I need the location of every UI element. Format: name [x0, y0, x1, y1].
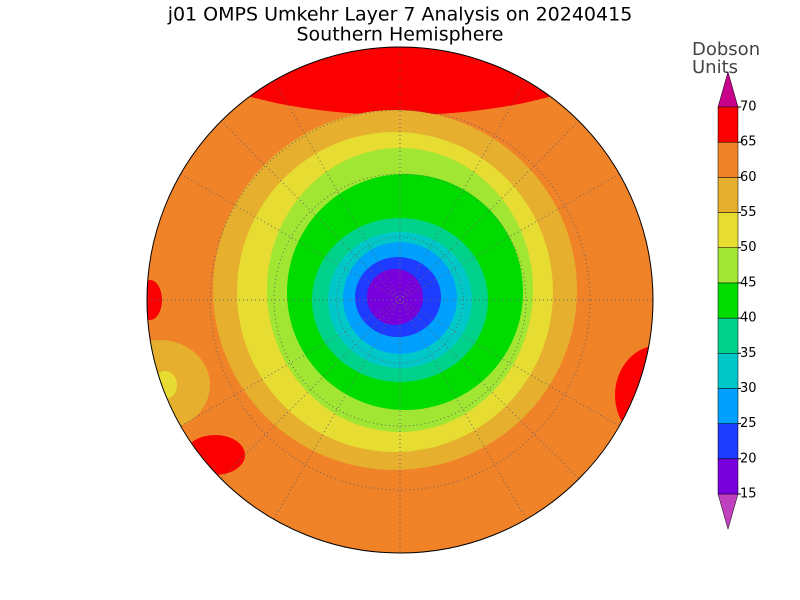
colorbar-box [717, 177, 739, 213]
contour-band [147, 280, 162, 320]
colorbar-box [717, 423, 739, 460]
colorbar-box [717, 212, 739, 248]
subtitle: Southern Hemisphere [296, 24, 503, 46]
colorbar-label: Dobson [692, 39, 760, 60]
colorbar-tick-label: 30 [740, 381, 757, 396]
colorbar-box [717, 141, 739, 178]
graticule [147, 47, 653, 553]
colorbar-box [717, 388, 739, 424]
contour-band [615, 345, 653, 445]
colorbar-tick-label: 65 [740, 135, 757, 150]
colorbar-tick-label: 60 [740, 170, 757, 185]
contour-band [185, 435, 245, 475]
colorbar-box [717, 458, 739, 495]
colorbar-box [717, 317, 739, 354]
colorbar-label: Units [692, 57, 738, 78]
contour-band [367, 269, 423, 325]
colorbar-tick-label: 50 [740, 240, 757, 255]
colorbar-tick-label: 35 [740, 346, 757, 361]
colorbar: Dobson Units 15 20 25 30 35 40 45 50 55 60 65 70 [692, 39, 760, 531]
colorbar-tick-label: 55 [740, 205, 757, 220]
colorbar-box [717, 106, 739, 143]
colorbar-tick-label: 40 [740, 311, 757, 326]
contour-band [147, 340, 210, 430]
colorbar-box [717, 282, 739, 319]
map [147, 47, 653, 553]
colorbar-tick-label: 70 [740, 100, 757, 115]
colorbar-tick-label: 25 [740, 416, 757, 431]
title: j01 OMPS Umkehr Layer 7 Analysis on 2024… [167, 4, 633, 26]
colorbar-tick-label: 15 [740, 487, 757, 502]
colorbar-box [717, 247, 739, 284]
colorbar-triangle [717, 493, 739, 531]
map-border [146, 46, 654, 554]
colorbar-tick-label: 45 [740, 275, 757, 290]
colorbar-box [717, 353, 739, 389]
colorbar-tick-label: 20 [740, 451, 757, 466]
